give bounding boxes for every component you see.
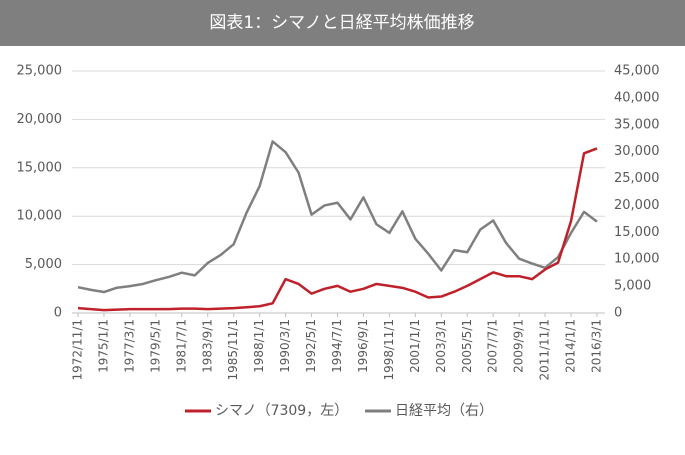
legend-label: シマノ（7309，左） [215, 403, 348, 419]
x-tick-label: 1981/7/1 [174, 319, 188, 373]
y2-tick-label: 0 [614, 306, 622, 321]
y2-tick-label: 20,000 [614, 198, 660, 213]
x-tick-label: 1988/1/1 [252, 319, 266, 373]
y-tick-label: 5,000 [25, 257, 62, 272]
x-tick-label: 1990/3/1 [278, 319, 292, 373]
x-tick-label: 2007/7/1 [486, 319, 500, 373]
x-tick-label: 1975/1/1 [96, 319, 110, 373]
x-tick-label: 2009/9/1 [512, 319, 526, 373]
x-tick-label: 1992/5/1 [304, 319, 318, 373]
y-tick-label: 0 [54, 306, 62, 321]
chart-title: 図表1：シマノと日経平均株価推移 [209, 13, 474, 33]
y2-tick-label: 30,000 [614, 144, 660, 159]
x-tick-label: 1972/11/1 [71, 319, 85, 381]
x-tick-label: 2014/1/1 [564, 319, 578, 373]
title-bar [0, 0, 685, 46]
x-tick-label: 1979/5/1 [148, 319, 162, 373]
x-tick-label: 2016/3/1 [590, 319, 604, 373]
y2-tick-label: 10,000 [614, 252, 660, 267]
x-tick-label: 1996/9/1 [356, 319, 370, 373]
series-line [77, 140, 598, 294]
x-tick-label: 2003/3/1 [434, 319, 448, 373]
x-tick-label: 1983/9/1 [200, 319, 214, 373]
y2-tick-label: 15,000 [614, 225, 660, 240]
y-tick-label: 20,000 [17, 112, 63, 127]
y2-tick-label: 40,000 [614, 90, 660, 105]
legend-label: 日経平均（右） [395, 403, 493, 419]
x-tick-label: 1985/11/1 [226, 319, 240, 381]
y2-tick-label: 45,000 [614, 64, 660, 79]
x-tick-label: 1977/3/1 [122, 319, 136, 373]
series-line [77, 147, 598, 312]
y2-tick-label: 5,000 [614, 279, 651, 294]
x-tick-label: 2005/5/1 [460, 319, 474, 373]
y-tick-label: 15,000 [17, 160, 63, 175]
x-tick-label: 2001/1/1 [408, 319, 422, 373]
x-tick-label: 1998/11/1 [382, 319, 396, 381]
y-tick-label: 25,000 [17, 64, 63, 79]
x-tick-label: 2011/11/1 [538, 319, 552, 381]
y-tick-label: 10,000 [17, 209, 63, 224]
x-tick-label: 1994/7/1 [330, 319, 344, 373]
y2-tick-label: 25,000 [614, 171, 660, 186]
y2-tick-label: 35,000 [614, 117, 660, 132]
